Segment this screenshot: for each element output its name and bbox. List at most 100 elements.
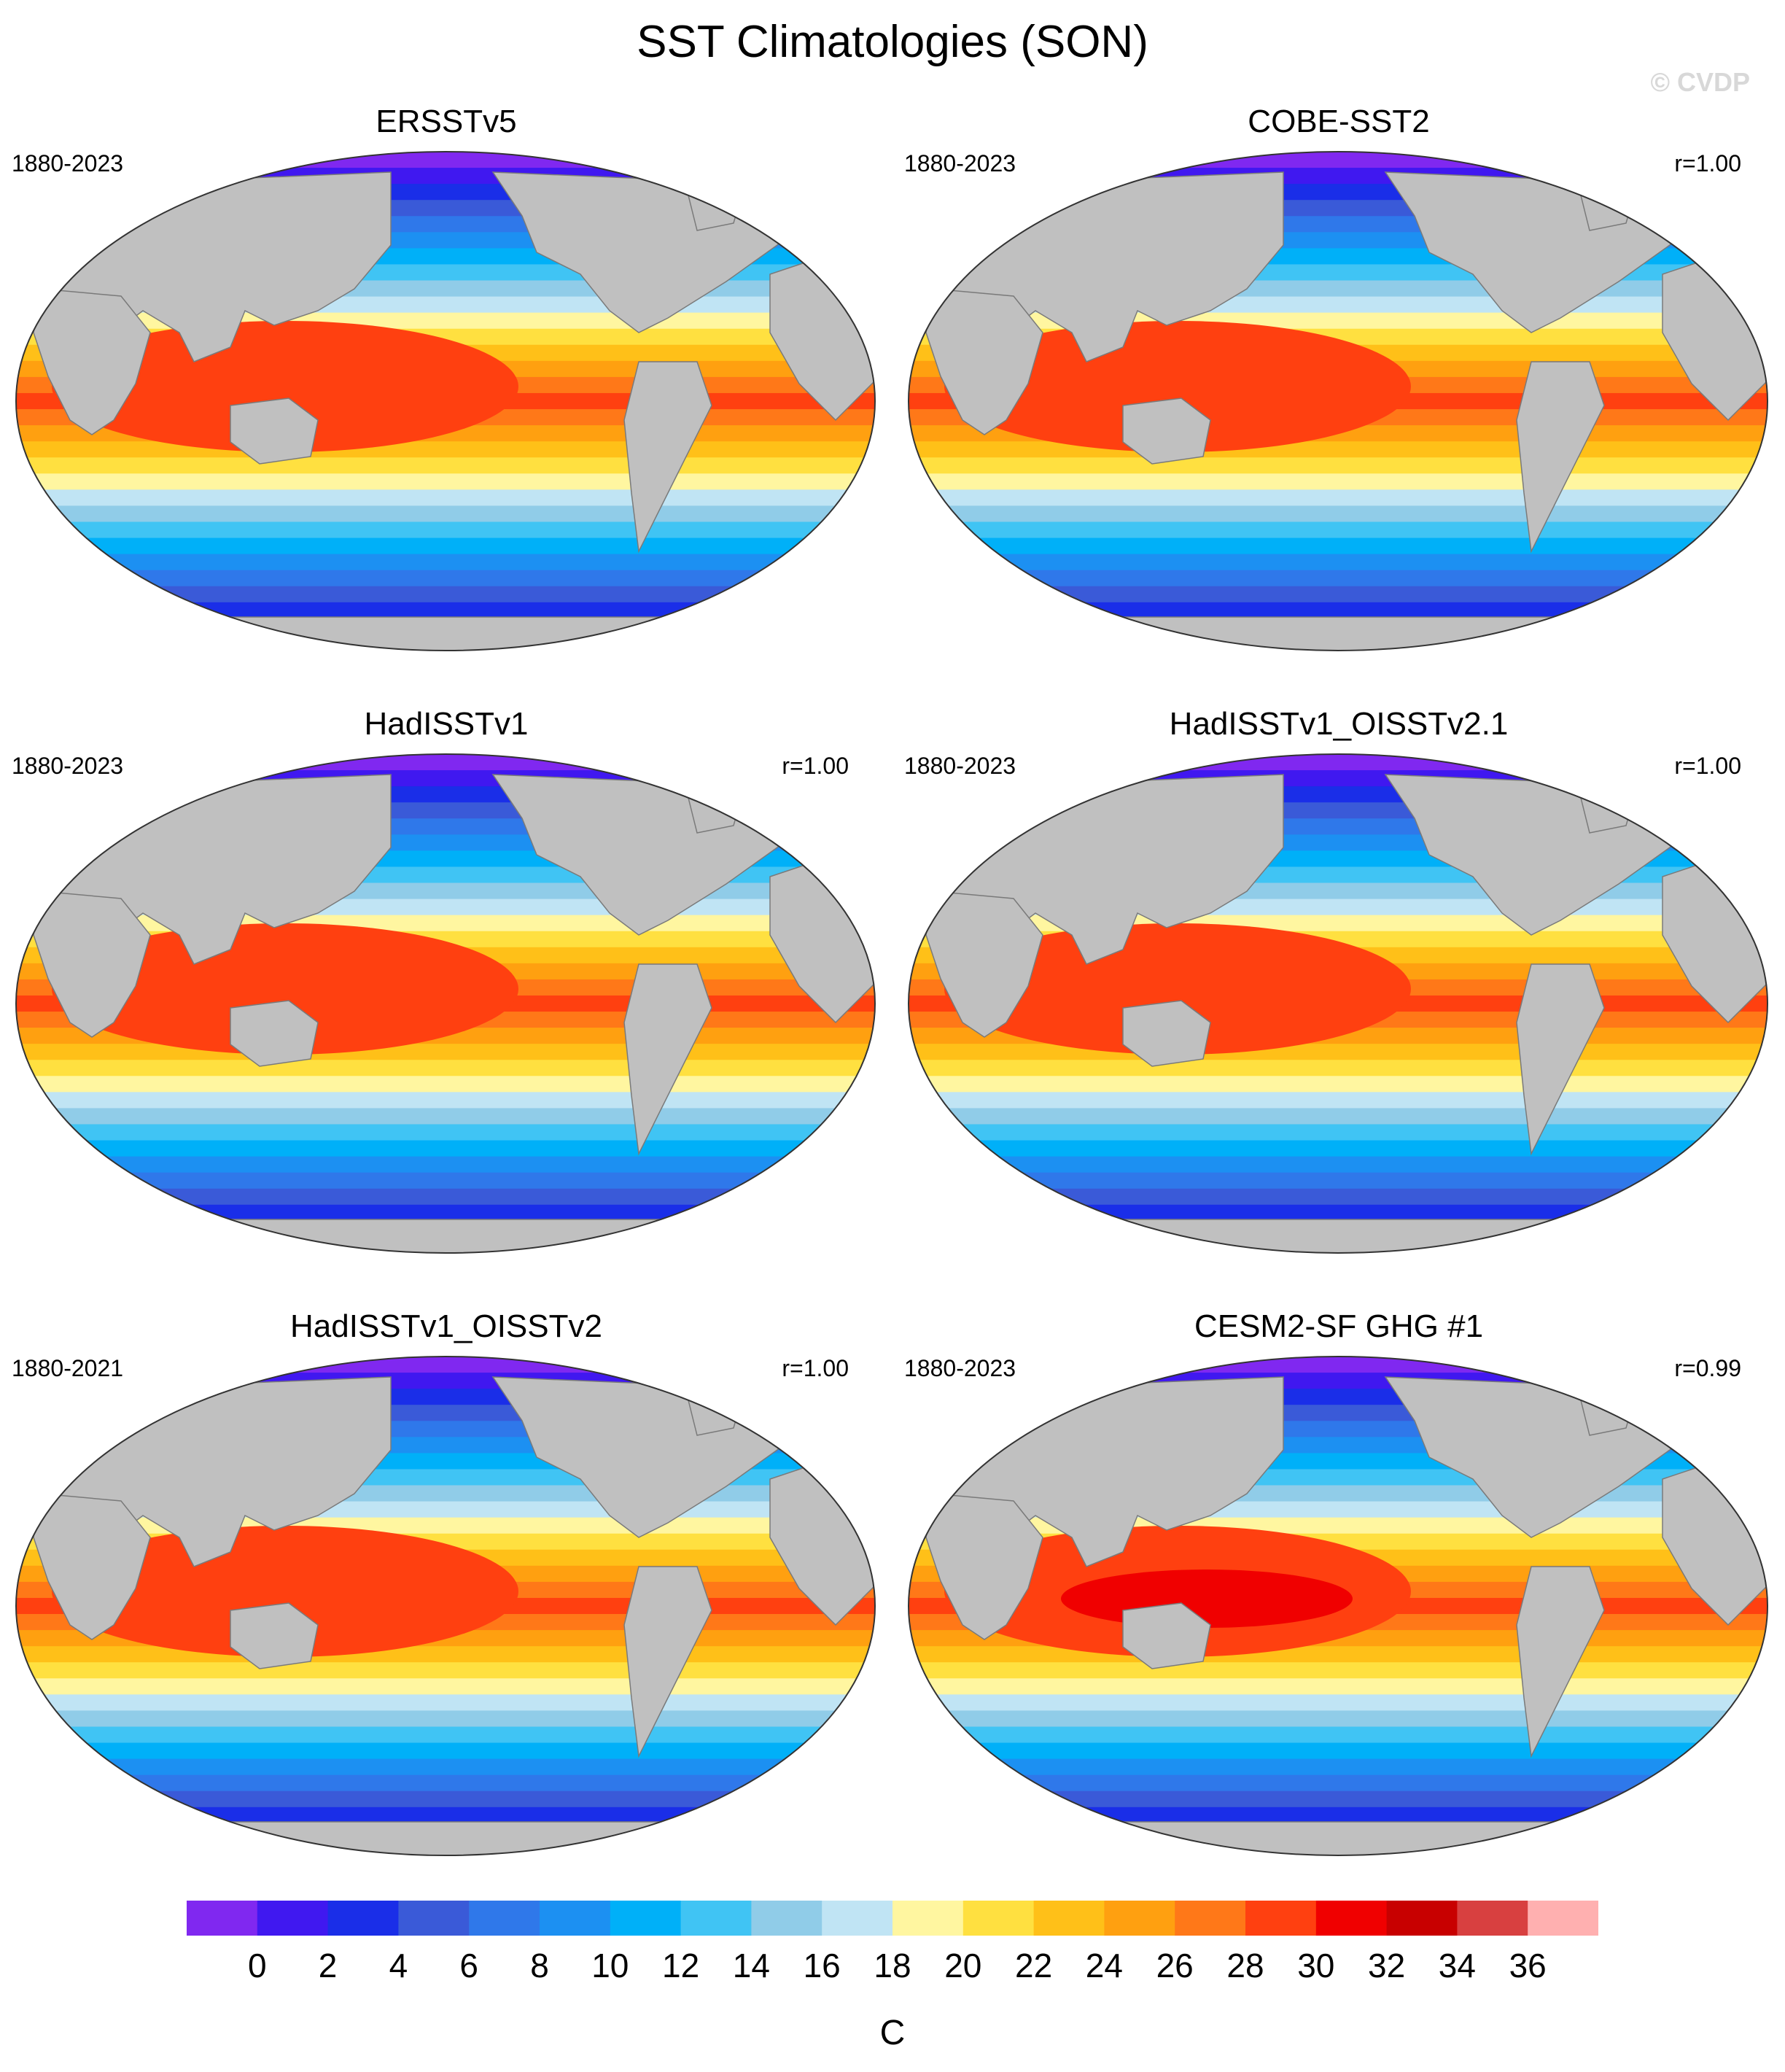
land-mass <box>1122 1602 1211 1669</box>
sst-band <box>16 1076 875 1093</box>
sst-band <box>909 1389 1768 1406</box>
land-mass <box>1122 1000 1211 1067</box>
sst-band <box>909 570 1768 587</box>
sst-band <box>909 200 1768 217</box>
panel-years: 1880-2023 <box>904 150 1016 176</box>
sst-band <box>16 602 875 619</box>
sst-band <box>909 1076 1768 1093</box>
sst-band <box>909 786 1768 804</box>
colorbar-swatch <box>1386 1901 1458 1936</box>
land-mass <box>623 1566 712 1758</box>
sst-map <box>15 753 876 1254</box>
sst-band <box>16 1742 875 1760</box>
sst-band <box>909 168 1768 185</box>
colorbar-swatch <box>187 1901 258 1936</box>
sst-band <box>16 1405 875 1422</box>
colorbar-tick-label: 14 <box>732 1947 770 1984</box>
map-outline <box>908 753 1768 1254</box>
colorbar-swatch <box>1033 1901 1105 1936</box>
sst-band <box>909 538 1768 555</box>
sst-band <box>909 1060 1768 1077</box>
panel-years: 1880-2023 <box>904 1355 1016 1381</box>
sst-band <box>16 554 875 571</box>
map-outline <box>908 1356 1768 1856</box>
sst-band <box>16 473 875 491</box>
panel-title: HadISSTv1 <box>364 706 529 742</box>
colorbar-swatch <box>680 1901 752 1936</box>
sst-map <box>15 1356 876 1856</box>
panel-correlation: r=1.00 <box>1674 150 1741 176</box>
map-outline <box>908 151 1768 651</box>
colorbar-swatch <box>1245 1901 1317 1936</box>
sst-band <box>16 1092 875 1109</box>
sst-band <box>909 1726 1768 1744</box>
colorbar-swatch <box>327 1901 399 1936</box>
map-panel: HadISSTv1 1880-2023 r=1.00 <box>0 602 892 1254</box>
sst-band <box>909 1373 1768 1390</box>
map-panel: CESM2-SF GHG #1 1880-2023 r=0.99 <box>892 1205 1785 1856</box>
panel-years: 1880-2021 <box>12 1355 124 1381</box>
sst-band <box>909 754 1768 772</box>
sst-band <box>909 602 1768 619</box>
sst-band <box>909 1662 1768 1680</box>
land-mass <box>33 1493 151 1640</box>
sst-band <box>16 441 875 459</box>
colorbar-swatch <box>1104 1901 1175 1936</box>
colorbar-swatch <box>1457 1901 1528 1936</box>
figure-title: SST Climatologies (SON) <box>637 17 1148 67</box>
panel-title: ERSSTv5 <box>376 104 517 139</box>
warm-pool-core <box>1061 1569 1353 1628</box>
sst-band <box>16 1204 875 1222</box>
land-mass <box>925 891 1043 1038</box>
sst-band <box>909 1044 1768 1061</box>
land-mass <box>623 963 712 1156</box>
sst-band <box>909 586 1768 603</box>
sst-band <box>16 1357 875 1374</box>
panel-years: 1880-2023 <box>12 753 124 779</box>
sst-band <box>16 152 875 169</box>
warm-pool <box>52 923 518 1055</box>
colorbar-tick-label: 4 <box>389 1947 408 1984</box>
map-panel: HadISSTv1_OISSTv2 1880-2021 r=1.00 <box>0 1205 892 1856</box>
panel-correlation: r=1.00 <box>782 1355 849 1381</box>
colorbar-tick-label: 10 <box>591 1947 629 1984</box>
panel-correlation: r=0.99 <box>1674 1355 1741 1381</box>
sst-band <box>909 473 1768 491</box>
land-mass <box>1516 963 1605 1156</box>
sst-band <box>16 1774 875 1792</box>
sst-band <box>16 200 875 217</box>
sst-band <box>16 1124 875 1141</box>
sst-band <box>909 802 1768 820</box>
sst-band <box>909 1807 1768 1824</box>
colorbar-swatch <box>1528 1901 1598 1936</box>
colorbar-swatch <box>822 1901 893 1936</box>
map-outline <box>15 753 876 1254</box>
sst-band <box>16 1389 875 1406</box>
colorbar-tick-label: 12 <box>662 1947 700 1984</box>
sst-band <box>909 1172 1768 1190</box>
map-panel: ERSSTv5 1880-2023 <box>0 0 892 651</box>
land-mass <box>230 1602 319 1669</box>
sst-band <box>909 1140 1768 1157</box>
colorbar-tick-label: 36 <box>1509 1947 1547 1984</box>
sst-band <box>16 1156 875 1173</box>
panel-title: CESM2-SF GHG #1 <box>1194 1308 1484 1344</box>
sst-band <box>16 1662 875 1680</box>
colorbar-tick-label: 32 <box>1368 1947 1406 1984</box>
sst-band <box>909 505 1768 523</box>
sst-band <box>16 786 875 804</box>
colorbar-tick-label: 18 <box>874 1947 911 1984</box>
land-mass <box>16 1821 875 1855</box>
warm-pool <box>52 1526 518 1657</box>
sst-band <box>16 505 875 523</box>
sst-band <box>16 754 875 772</box>
sst-band <box>909 152 1768 169</box>
sst-band <box>909 489 1768 507</box>
sst-band <box>909 1357 1768 1374</box>
sst-map <box>908 753 1768 1254</box>
sst-band <box>909 184 1768 201</box>
colorbar-tick-label: 28 <box>1226 1947 1264 1984</box>
colorbar-swatch <box>610 1901 682 1936</box>
sst-band <box>16 770 875 788</box>
panel-years: 1880-2023 <box>904 753 1016 779</box>
